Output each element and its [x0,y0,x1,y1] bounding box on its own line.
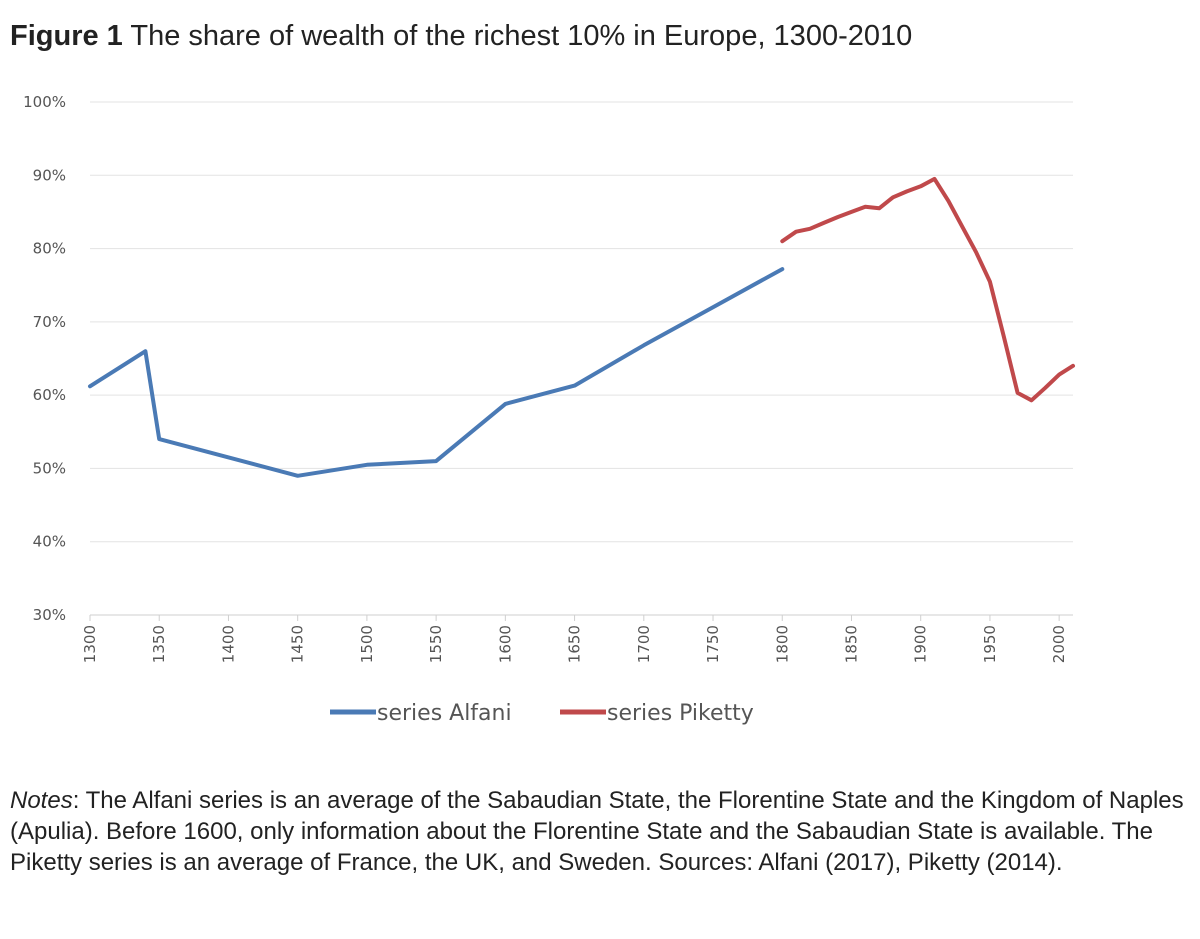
x-tick-label: 1450 [289,625,307,663]
gridlines [90,101,1073,616]
notes-label: Notes [10,787,73,814]
y-tick-label: 90% [33,166,66,184]
x-tick-label: 1900 [912,625,930,663]
y-tick-label: 80% [33,240,66,258]
x-tick-label: 1950 [981,625,999,663]
wealth-share-line-chart: 30% 40% 50% 60% 70% 80% 90% 100% 1300 1350 1400 145… [23,93,1075,726]
series-line-piketty [780,176,1075,403]
y-tick-label: 100% [23,93,66,111]
figure-label: Figure 1 [10,20,123,52]
y-tick-label: 60% [33,386,66,404]
x-tick-label: 1400 [219,625,237,663]
notes-text: : The Alfani series is an average of the… [10,787,1184,876]
x-tick-label: 1600 [496,625,514,663]
axes: 30% 40% 50% 60% 70% 80% 90% 100% 1300 1350 1400 145… [23,93,1068,663]
legend-label-piketty: series Piketty [607,701,754,726]
legend: series Alfani series Piketty [330,701,754,726]
series-line-alfani [88,267,785,478]
x-tick-label: 1800 [773,625,791,663]
x-tick-label: 1850 [842,625,860,663]
x-tick-label: 1750 [704,625,722,663]
figure-notes: Notes: The Alfani series is an average o… [10,785,1195,878]
x-tick-label: 1500 [358,625,376,663]
x-tick-label: 1700 [635,625,653,663]
series-lines [88,176,1075,478]
y-tick-label: 30% [33,606,66,624]
x-tick-label: 1650 [566,625,584,663]
x-tick-label: 2000 [1050,625,1068,663]
x-tick-label: 1300 [81,625,99,663]
y-tick-label: 40% [33,533,66,551]
legend-label-alfani: series Alfani [377,701,512,726]
x-tick-label: 1550 [427,625,445,663]
x-tick-label: 1350 [150,625,168,663]
figure-title-text: The share of wealth of the richest 10% i… [130,20,913,52]
figure-title: Figure 1 The share of wealth of the rich… [10,20,912,53]
y-tick-label: 70% [33,313,66,331]
y-tick-label: 50% [33,459,66,477]
